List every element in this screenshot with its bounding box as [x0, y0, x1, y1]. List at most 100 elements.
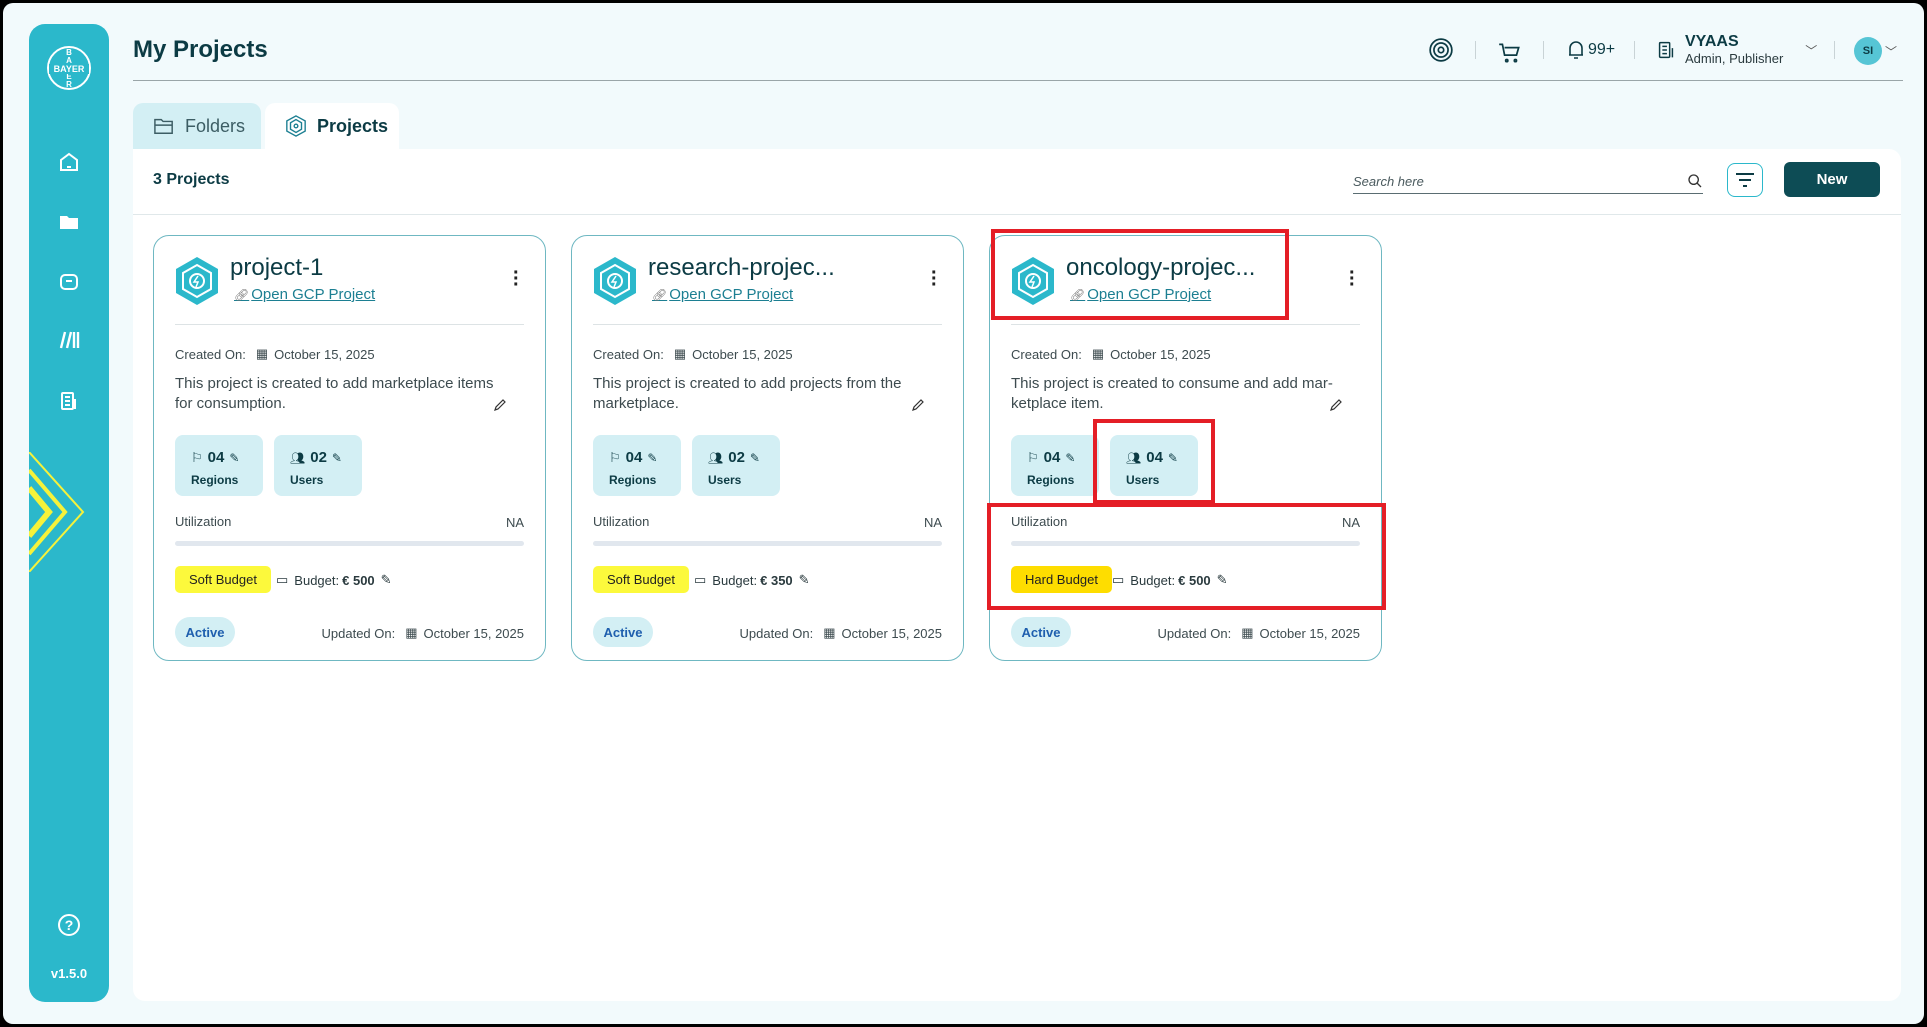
divider [1834, 41, 1835, 59]
edit-icon[interactable]: ✎ [647, 450, 658, 465]
bayer-logo[interactable]: B A E R BAYER [47, 46, 91, 90]
search-icon[interactable] [1687, 173, 1703, 189]
open-gcp-project-link[interactable]: 🔗︎ Open GCP Project [234, 286, 375, 303]
chevron-decoration [29, 452, 85, 572]
open-gcp-project-link[interactable]: 🔗︎ Open GCP Project [652, 286, 793, 303]
updated-on: Updated On: ▦ October 15, 2025 [740, 625, 942, 641]
tab-projects[interactable]: Projects [265, 103, 399, 149]
panel-divider [133, 214, 1901, 215]
project-hex-icon [176, 257, 218, 305]
regions-stat[interactable]: ⚐ 04 ✎ Regions [593, 435, 681, 496]
org-switcher[interactable]: VYAAS Admin, Publisher ﹀ [1655, 31, 1817, 69]
edit-budget-icon[interactable]: ✎ [380, 572, 392, 587]
folder-icon [154, 118, 173, 134]
edit-description-icon[interactable] [1329, 398, 1343, 412]
link-icon: 🔗︎ [652, 287, 668, 302]
budget-type-badge: Soft Budget [593, 566, 689, 593]
project-card[interactable]: research-projec... 🔗︎ Open GCP Project · ·… [571, 235, 964, 661]
calendar-icon: ▦ [255, 346, 269, 361]
project-name: oncology-projec... [1066, 254, 1256, 281]
project-card[interactable]: project-1 🔗︎ Open GCP Project · · · Created… [153, 235, 546, 661]
filter-icon [1736, 173, 1754, 187]
budget-info: ▭ Budget: € 500 ✎ [1112, 572, 1228, 588]
budget-info: ▭ Budget: € 350 ✎ [694, 572, 810, 588]
regions-stat[interactable]: ⚐ 04 ✎ Regions [175, 435, 263, 496]
updated-on: Updated On: ▦ October 15, 2025 [322, 625, 524, 641]
edit-icon[interactable]: ✎ [331, 450, 342, 465]
edit-description-icon[interactable] [493, 398, 507, 412]
edit-description-icon[interactable] [911, 398, 925, 412]
budget-type-badge: Soft Budget [175, 566, 271, 593]
cart-icon[interactable] [1497, 38, 1523, 68]
budget-type-badge: Hard Budget [1011, 566, 1112, 593]
created-label: Created On: [175, 346, 246, 362]
users-label: Users [290, 473, 324, 487]
bag-icon[interactable] [57, 269, 81, 293]
new-project-button[interactable]: New [1784, 162, 1880, 197]
edit-budget-icon[interactable]: ✎ [1216, 572, 1228, 587]
budget-value: € 350 [760, 572, 793, 588]
updated-date: October 15, 2025 [423, 625, 524, 641]
users-count: 02 [310, 449, 327, 466]
divider [1475, 41, 1476, 59]
regions-count: 04 [625, 449, 643, 466]
users-icon: 👥︎ [290, 450, 306, 465]
updated-label: Updated On: [321, 625, 396, 641]
users-stat[interactable]: 👥︎ 02 ✎ Users [274, 435, 362, 496]
utilization-label: Utilization [175, 514, 232, 529]
search-input[interactable] [1353, 173, 1687, 189]
users-stat[interactable]: 👥︎ 04 ✎ Users [1110, 435, 1198, 496]
settings-icon[interactable] [1428, 35, 1454, 65]
help-icon[interactable]: ? [58, 914, 80, 936]
flag-icon: ⚐ [191, 449, 203, 465]
users-count: 04 [1146, 449, 1163, 466]
project-hex-icon [1012, 257, 1054, 305]
more-options-icon[interactable]: · · · [1349, 262, 1356, 296]
users-icon: 👥︎ [708, 450, 724, 465]
users-stat[interactable]: 👥︎ 02 ✎ Users [692, 435, 780, 496]
budget-label: Budget: [1130, 572, 1176, 588]
header-divider [133, 80, 1903, 81]
edit-icon[interactable]: ✎ [749, 450, 760, 465]
updated-label: Updated On: [739, 625, 814, 641]
open-gcp-project-link[interactable]: 🔗︎ Open GCP Project [1070, 286, 1211, 303]
sidebar: B A E R BAYER ? v1.5.0 [29, 24, 109, 1002]
created-date: October 15, 2025 [692, 346, 793, 362]
tab-label: Folders [185, 115, 246, 136]
edit-icon[interactable]: ✎ [229, 450, 240, 465]
utilization-bar [593, 541, 942, 546]
building-icon[interactable] [57, 389, 81, 413]
users-icon: 👥︎ [1126, 450, 1142, 465]
link-icon: 🔗︎ [1070, 287, 1086, 302]
regions-stat[interactable]: ⚐ 04 ✎ Regions [1011, 435, 1099, 496]
edit-icon[interactable]: ✎ [1167, 450, 1178, 465]
more-options-icon[interactable]: · · · [931, 262, 938, 296]
more-options-icon[interactable]: · · · [513, 262, 520, 296]
edit-budget-icon[interactable]: ✎ [798, 572, 810, 587]
utilization-label: Utilization [1011, 514, 1068, 529]
library-icon[interactable] [57, 328, 81, 352]
budget-value: € 500 [342, 572, 375, 588]
edit-icon[interactable]: ✎ [1065, 450, 1076, 465]
budget-label: Budget: [712, 572, 758, 588]
utilization-value: NA [505, 515, 524, 530]
users-count: 02 [728, 449, 745, 466]
project-hex-icon [594, 257, 636, 305]
chevron-down-icon: ﹀ [1885, 44, 1898, 59]
users-label: Users [708, 473, 742, 487]
tab-folders[interactable]: Folders [133, 103, 261, 149]
filter-button[interactable] [1727, 163, 1763, 197]
project-card[interactable]: oncology-projec... 🔗︎ Open GCP Project · ·… [989, 235, 1382, 661]
status-badge: Active [1011, 617, 1071, 647]
link-label: Open GCP Project [669, 286, 794, 303]
project-name: research-projec... [648, 254, 835, 281]
folder-icon[interactable] [57, 210, 81, 234]
calendar-icon: ▦ [1091, 346, 1105, 361]
card-divider [1011, 324, 1360, 325]
flag-icon: ⚐ [1027, 449, 1039, 465]
user-menu[interactable]: SI ﹀ [1854, 36, 1897, 66]
search-field[interactable] [1353, 169, 1703, 194]
notifications-button[interactable]: 99+ [1564, 35, 1615, 65]
home-icon[interactable] [57, 150, 81, 174]
utilization-label: Utilization [593, 514, 650, 529]
